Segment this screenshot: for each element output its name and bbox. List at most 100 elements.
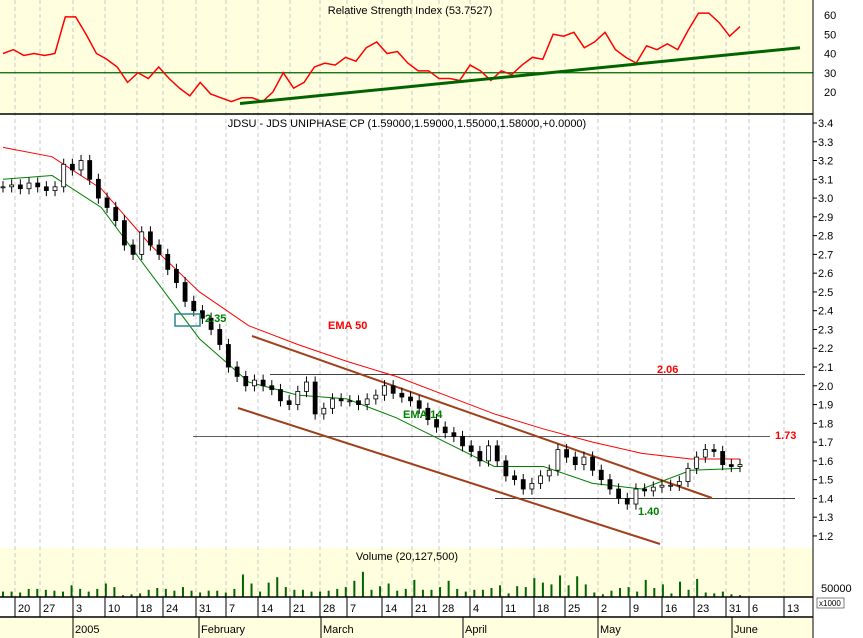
candle-body (356, 400, 361, 405)
candle-body (165, 253, 171, 270)
candle-body (9, 184, 15, 188)
candle-body (425, 407, 431, 420)
candle-body (52, 186, 58, 191)
volume-bar (464, 591, 467, 597)
candle-body (130, 244, 136, 255)
volume-bar (627, 587, 630, 597)
volume-bar (610, 590, 613, 597)
candle-body (529, 482, 535, 490)
candle-body (711, 449, 717, 452)
candle-body (685, 467, 691, 482)
volume-bar (293, 589, 296, 597)
candle-body (191, 300, 197, 312)
candle-body (200, 310, 205, 319)
ema50-line (2, 146, 740, 460)
volume-bar (507, 593, 510, 597)
volume-bar (344, 587, 347, 597)
month-label: April (465, 624, 487, 636)
candle-body (442, 426, 448, 434)
volume-bar (336, 588, 339, 597)
date-label: 28 (323, 603, 335, 615)
price-tick-label: 3.2 (818, 156, 833, 168)
candle-body (720, 451, 726, 466)
candle-body (147, 231, 153, 246)
volume-bar (584, 584, 587, 597)
candle-body (113, 207, 119, 222)
volume-bar (139, 593, 142, 597)
price-marker-box (174, 313, 201, 327)
date-label: 27 (43, 603, 55, 615)
candle-body (95, 178, 101, 199)
volume-bar (704, 592, 707, 597)
volume-bar (439, 587, 442, 597)
annotation-1-73: 1.73 (775, 430, 796, 442)
candle-body (321, 407, 327, 415)
candle-body (598, 469, 604, 481)
date-label: 28 (442, 603, 454, 615)
volume-bar (319, 591, 322, 597)
candle-body (408, 396, 413, 402)
channel-lower (237, 407, 661, 545)
volume-bar (36, 588, 39, 597)
volume-unit-box (816, 597, 845, 609)
price-tick-label: 2.3 (818, 324, 833, 336)
candle-body (373, 394, 379, 400)
candle-body (399, 392, 405, 398)
volume-bar (121, 595, 124, 597)
price-tick-label: 2.1 (818, 362, 833, 374)
date-label: 16 (665, 603, 677, 615)
price-tick-label: 2.2 (818, 343, 833, 355)
date-label: 18 (140, 603, 152, 615)
volume-bar (430, 589, 433, 597)
volume-bar (447, 580, 450, 597)
date-label: 14 (261, 603, 273, 615)
volume-bar (53, 590, 56, 597)
volume-bar (653, 588, 656, 597)
rsi-tick-label: 20 (824, 87, 836, 99)
candle-body (538, 475, 543, 484)
volume-bar (541, 582, 544, 597)
volume-bar (224, 592, 227, 597)
annotation-ema50: EMA 50 (328, 320, 367, 332)
price-tick-label: 1.9 (818, 400, 833, 412)
candle-body (676, 481, 682, 486)
candle-body (217, 329, 223, 345)
volume-bar (310, 591, 313, 597)
price-tick-label: 3.3 (818, 137, 833, 149)
price-tick-label: 2.5 (818, 287, 833, 299)
annotation-2-35: 2.35 (205, 313, 226, 325)
volume-bar (404, 588, 407, 597)
date-label: 6 (752, 603, 758, 615)
candle-body (616, 488, 622, 499)
candle-body (208, 317, 214, 330)
date-label: 3 (76, 603, 82, 615)
candle-body (633, 488, 639, 505)
volume-bar (27, 588, 30, 597)
volume-bar (576, 576, 579, 597)
candle-body (226, 344, 231, 368)
volume-bar (730, 594, 733, 597)
volume-bar (70, 585, 73, 597)
volume-bar (233, 588, 236, 597)
price-title: JDSU - JDS UNIPHASE CP (1.59000,1.59000,… (228, 118, 586, 130)
volume-bar (276, 577, 279, 597)
volume-bar (79, 588, 82, 597)
rsi-trendline (239, 46, 801, 106)
annotation-ema14: EMA 14 (403, 409, 443, 421)
candle-body (650, 486, 656, 492)
candle-body (260, 379, 266, 387)
candle-body (390, 385, 396, 394)
candle-body (581, 456, 587, 466)
candle-body (364, 398, 370, 405)
volume-bar (687, 589, 690, 597)
candle-body (520, 479, 526, 490)
candle-body (382, 385, 387, 396)
volume-bar (164, 588, 167, 597)
month-label: March (323, 624, 354, 636)
volume-bar (199, 592, 202, 597)
volume-bar (679, 581, 682, 597)
price-panel (0, 146, 805, 545)
candle-body (659, 484, 665, 488)
candle-body (286, 400, 292, 405)
